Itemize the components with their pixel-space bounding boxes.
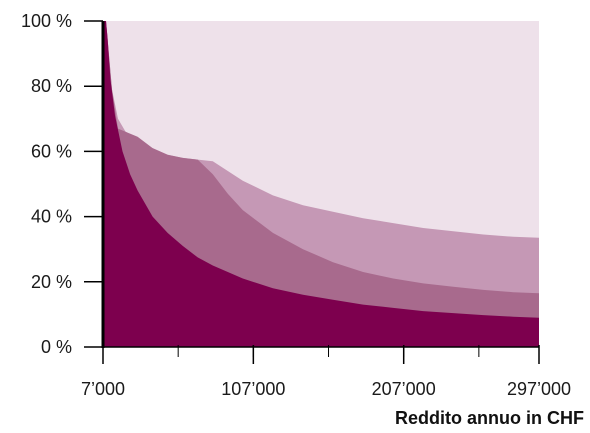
y-tick-label: 40 % <box>31 207 72 227</box>
y-tick-label: 100 % <box>21 11 72 31</box>
y-tick-label: 20 % <box>31 272 72 292</box>
axes-group <box>84 20 540 364</box>
area-series-3 <box>103 21 539 347</box>
area-series-group <box>103 21 539 347</box>
x-tick-label: 297’000 <box>507 379 571 399</box>
y-tick-label: 80 % <box>31 76 72 96</box>
y-tick-label: 60 % <box>31 141 72 161</box>
x-tick-label: 107’000 <box>221 379 285 399</box>
tick-labels-group: 0 % 20 % 40 % 60 % 80 % 100 % 7’000 107’000 207’… <box>21 11 571 399</box>
y-tick-label: 0 % <box>41 337 72 357</box>
x-axis-title: Reddito annuo in CHF <box>395 408 584 428</box>
x-tick-label: 207’000 <box>372 379 436 399</box>
x-tick-label: 7’000 <box>81 379 125 399</box>
